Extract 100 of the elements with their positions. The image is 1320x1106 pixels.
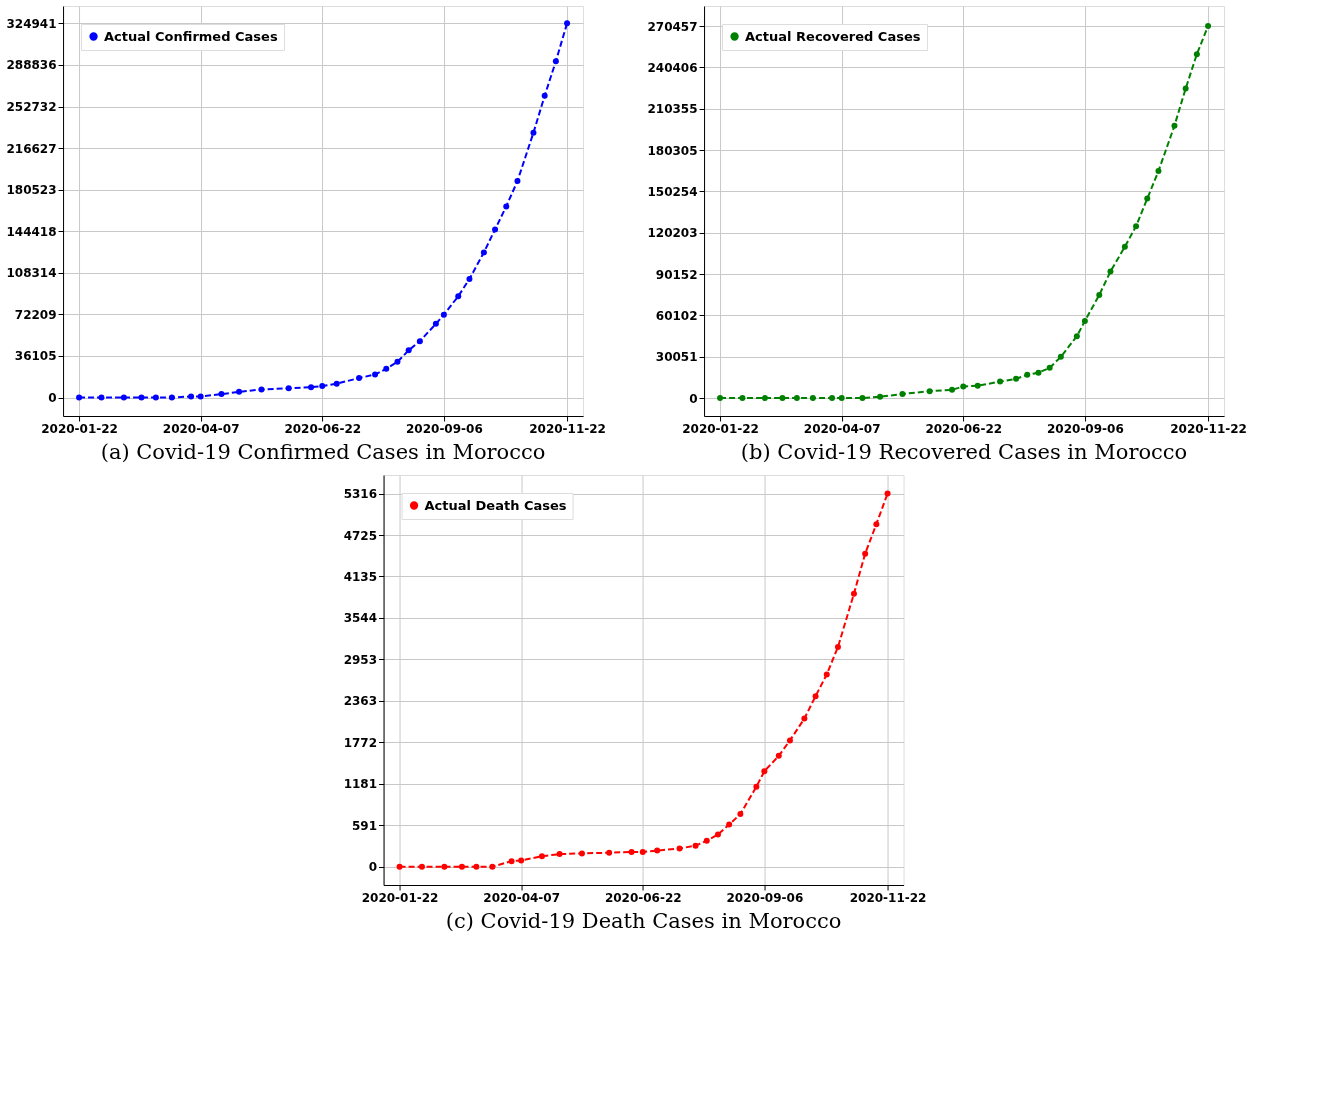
point	[1144, 195, 1151, 202]
y-tick-label: 216627	[6, 141, 57, 156]
point	[1193, 51, 1200, 58]
point	[285, 385, 292, 392]
y-tick-label: 252732	[6, 100, 57, 115]
point	[356, 375, 363, 381]
point	[197, 393, 204, 400]
point	[960, 383, 967, 390]
y-tick-label: 210355	[647, 102, 698, 117]
point	[786, 737, 793, 744]
point	[997, 378, 1004, 385]
y-tick-label: 0	[689, 391, 698, 406]
point	[120, 394, 127, 401]
point	[168, 394, 175, 401]
point	[899, 390, 906, 397]
point	[236, 388, 243, 395]
point	[1171, 122, 1178, 129]
point	[503, 203, 510, 210]
point	[859, 395, 866, 402]
point	[319, 383, 326, 390]
y-tick-label: 72209	[14, 307, 57, 322]
point	[761, 768, 768, 775]
x-tick-label: 2020-01-22	[682, 421, 759, 436]
point	[578, 850, 585, 857]
point	[518, 857, 525, 864]
point	[949, 386, 956, 393]
y-tick-label: 1181	[343, 777, 378, 792]
point	[1081, 318, 1088, 325]
point	[396, 863, 403, 870]
point	[873, 521, 880, 528]
point	[1057, 353, 1064, 360]
point	[654, 847, 661, 854]
point	[218, 391, 225, 398]
point	[530, 129, 537, 136]
point	[884, 490, 891, 497]
y-tick-label: 180305	[647, 143, 698, 158]
point	[761, 395, 768, 402]
y-tick-label: 270457	[647, 19, 698, 34]
point	[514, 178, 521, 185]
point	[492, 226, 499, 233]
point	[455, 293, 462, 300]
x-tick-label: 2020-11-22	[1170, 421, 1247, 436]
x-tick-label: 2020-04-07	[483, 890, 561, 905]
y-tick-label: 30051	[655, 350, 698, 365]
point	[823, 671, 830, 678]
point	[739, 395, 746, 402]
x-tick-label: 2020-11-22	[849, 890, 927, 905]
point	[775, 752, 782, 759]
text: (a) Covid-19 Confirmed Cases in Morocco	[100, 440, 546, 464]
point	[850, 590, 857, 597]
legend-label: Actual Recovered Cases	[745, 28, 921, 44]
point	[779, 395, 786, 402]
x-tick-label: 2020-01-22	[41, 421, 118, 436]
point	[1133, 223, 1140, 230]
point	[541, 92, 548, 99]
point	[1182, 85, 1189, 92]
point	[152, 394, 159, 401]
y-tick-label: 0	[48, 391, 57, 406]
point	[974, 382, 981, 389]
point	[489, 863, 496, 870]
point	[838, 395, 845, 402]
text: (b) Covid-19 Recovered Cases in Morocco	[740, 440, 1188, 464]
point	[639, 849, 646, 855]
point	[188, 393, 195, 400]
x-tick-label: 2020-09-06	[726, 890, 804, 905]
y-tick-label: 2363	[343, 694, 378, 709]
point	[508, 858, 515, 865]
point	[441, 863, 448, 870]
point	[793, 395, 800, 402]
point	[552, 58, 559, 65]
y-tick-label: 36105	[14, 349, 57, 364]
point	[333, 380, 340, 387]
y-tick-label: 3544	[343, 611, 378, 626]
x-tick-label: 2020-06-22	[925, 421, 1003, 436]
text: (c) Covid-19 Death Cases in Morocco	[445, 909, 842, 933]
legend-label: Actual Confirmed Cases	[104, 28, 278, 44]
point	[98, 394, 105, 401]
point	[416, 338, 423, 345]
point	[606, 849, 613, 856]
point	[480, 249, 487, 256]
y-tick-label: 90152	[655, 267, 698, 282]
y-tick-label: 2953	[343, 652, 378, 667]
point	[372, 371, 379, 378]
x-tick-label: 2020-06-22	[284, 421, 362, 436]
point	[829, 395, 836, 402]
point	[1096, 291, 1103, 298]
point	[834, 644, 841, 650]
point	[1205, 23, 1212, 29]
y-tick-label: 108314	[6, 266, 57, 281]
point	[714, 831, 721, 838]
x-tick-label: 2020-04-07	[162, 421, 240, 436]
point	[703, 837, 710, 844]
y-tick-label: 4135	[343, 569, 378, 584]
point	[308, 384, 315, 391]
point	[1035, 369, 1042, 376]
x-tick-label: 2020-04-07	[803, 421, 881, 436]
point	[862, 550, 869, 557]
point	[564, 20, 571, 27]
y-tick-label: 240406	[647, 60, 698, 75]
point	[138, 394, 145, 401]
